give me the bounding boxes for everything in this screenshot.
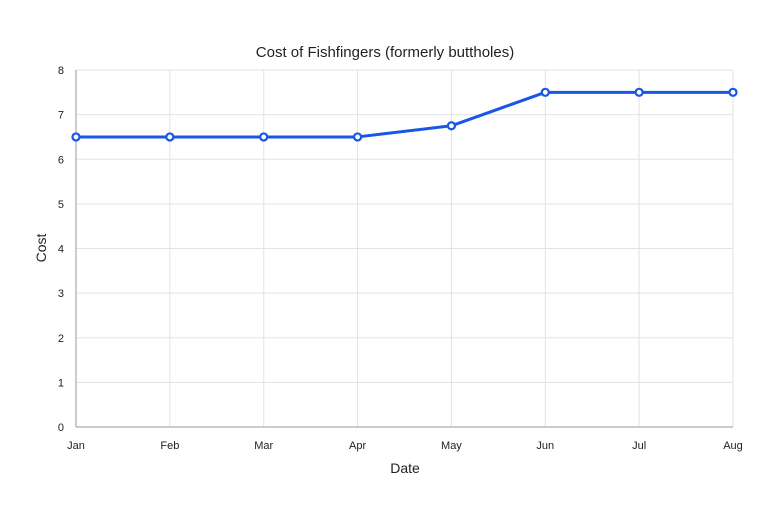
series [71, 87, 738, 142]
y-axis-title: Cost [33, 234, 49, 263]
data-point [352, 132, 363, 142]
y-tick-label: 2 [58, 333, 64, 345]
x-tick-labels: Jan Feb Mar Apr May Jun Jul Aug [67, 440, 743, 452]
y-tick-labels: 0 1 2 3 4 5 6 7 8 [58, 65, 64, 434]
y-tick-label: 7 [58, 110, 64, 122]
y-tick-label: 6 [58, 154, 64, 166]
grid [76, 69, 734, 427]
x-tick-label: Apr [349, 440, 366, 452]
y-tick-label: 4 [58, 244, 64, 256]
x-tick-label: Feb [160, 440, 179, 452]
x-tick-label: Jan [67, 440, 85, 452]
x-tick-label: Jul [632, 440, 646, 452]
y-tick-label: 3 [58, 288, 64, 300]
data-point [446, 121, 457, 131]
data-point [634, 87, 644, 97]
data-point [165, 132, 175, 142]
data-point [540, 87, 550, 97]
data-point [728, 87, 738, 97]
chart-title: Cost of Fishfingers (formerly buttholes) [256, 44, 514, 61]
data-point [71, 132, 81, 142]
axes [75, 70, 733, 428]
series-line [76, 90, 733, 139]
y-tick-label: 8 [58, 65, 64, 77]
y-tick-label: 1 [58, 377, 64, 389]
y-tick-label: 0 [58, 422, 64, 434]
x-tick-label: May [441, 440, 462, 452]
y-tick-label: 5 [58, 199, 64, 211]
x-tick-label: Jun [536, 440, 554, 452]
x-tick-label: Aug [723, 440, 743, 452]
data-point [259, 132, 269, 142]
x-tick-label: Mar [254, 440, 273, 452]
x-axis-title: Date [390, 460, 420, 476]
